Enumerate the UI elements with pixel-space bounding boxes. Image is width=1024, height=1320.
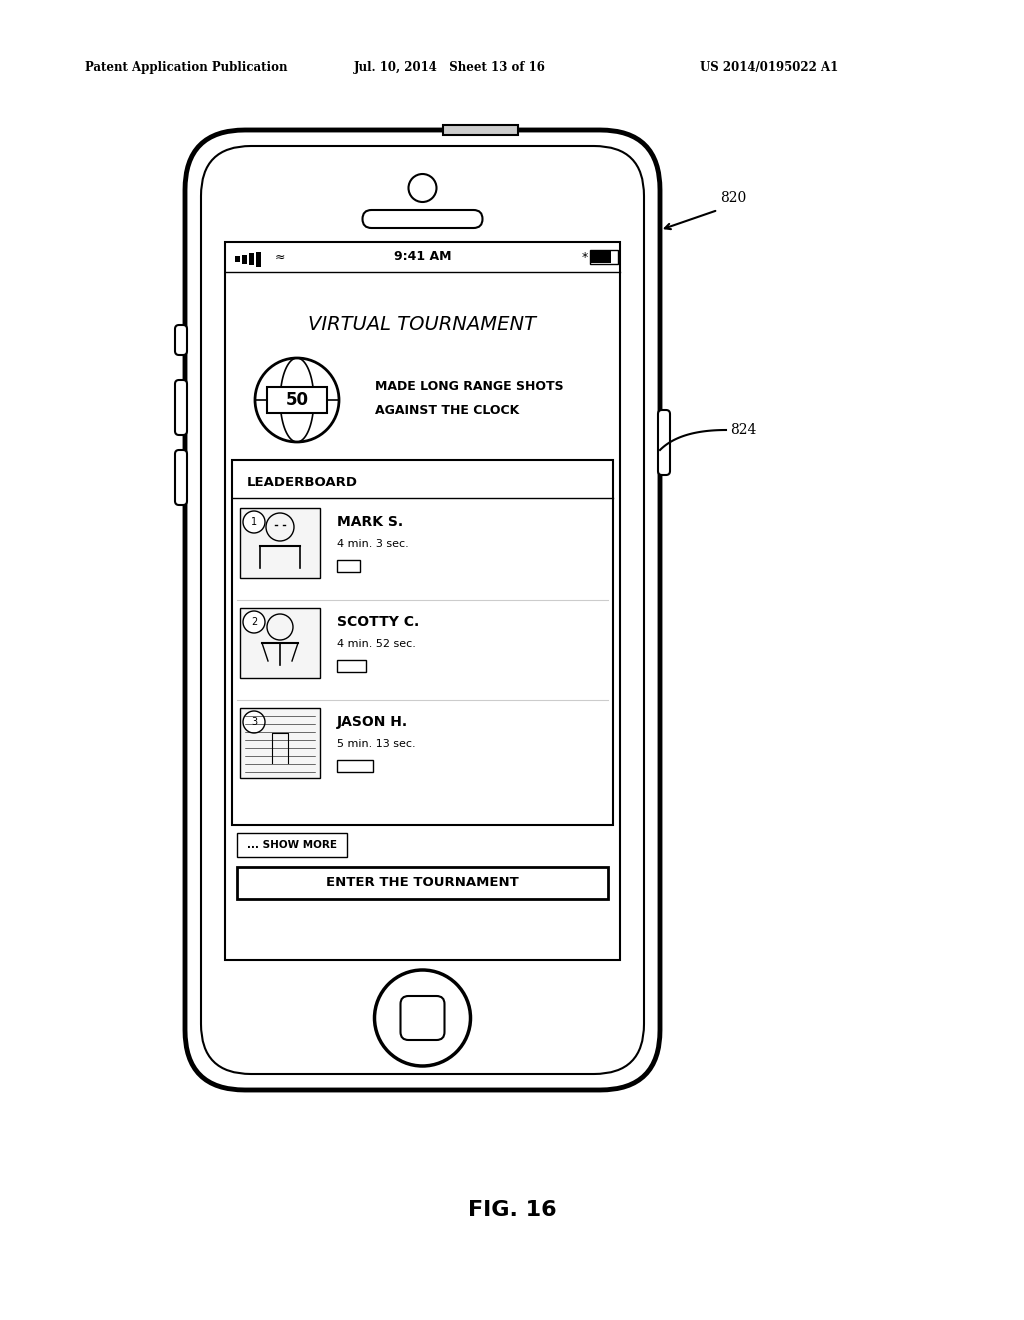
Bar [256,252,261,267]
Text: US 2014/0195022 A1: US 2014/0195022 A1 [700,62,839,74]
Text: *: * [582,251,588,264]
Text: Jul. 10, 2014   Sheet 13 of 16: Jul. 10, 2014 Sheet 13 of 16 [354,62,546,74]
Bar [267,387,327,413]
Text: 1: 1 [251,517,257,527]
Text: MARK S.: MARK S. [337,515,403,529]
Text: ... SHOW MORE: ... SHOW MORE [247,840,337,850]
Text: 9:41 AM: 9:41 AM [394,251,452,264]
Bar [337,560,359,572]
FancyBboxPatch shape [658,411,670,475]
Bar [337,660,366,672]
Text: ENTER THE TOURNAMENT: ENTER THE TOURNAMENT [326,876,519,890]
Bar [240,508,319,578]
Text: 4 min. 3 sec.: 4 min. 3 sec. [337,539,409,549]
Text: Patent Application Publication: Patent Application Publication [85,62,288,74]
Text: 820: 820 [720,191,746,205]
FancyBboxPatch shape [201,147,644,1074]
Bar [225,242,620,960]
Text: AGAINST THE CLOCK: AGAINST THE CLOCK [375,404,519,417]
Circle shape [409,174,436,202]
Bar [249,253,254,265]
Text: ≈: ≈ [274,251,286,264]
Bar [240,609,319,678]
Text: LEADERBOARD: LEADERBOARD [247,475,358,488]
Circle shape [375,970,470,1067]
Bar [237,833,347,857]
Text: 4 min. 52 sec.: 4 min. 52 sec. [337,639,416,649]
FancyBboxPatch shape [362,210,482,228]
Circle shape [243,611,265,634]
FancyBboxPatch shape [175,380,187,436]
Circle shape [266,513,294,541]
Circle shape [267,614,293,640]
Circle shape [255,358,339,442]
FancyBboxPatch shape [175,450,187,506]
Text: 3: 3 [251,717,257,727]
Bar [242,255,247,264]
Text: MADE LONG RANGE SHOTS: MADE LONG RANGE SHOTS [375,380,563,392]
Text: FIG. 16: FIG. 16 [468,1200,556,1220]
Bar [618,253,621,261]
Bar [240,708,319,777]
Circle shape [243,511,265,533]
Text: SCOTTY C.: SCOTTY C. [337,615,419,630]
Text: VIRTUAL TOURNAMENT: VIRTUAL TOURNAMENT [308,315,537,334]
Text: 2: 2 [251,616,257,627]
Bar [234,256,240,261]
Text: 50: 50 [286,391,308,409]
Bar [232,459,613,825]
Text: 5 min. 13 sec.: 5 min. 13 sec. [337,739,416,748]
Bar [590,249,618,264]
Circle shape [243,711,265,733]
Bar [237,867,608,899]
Text: 824: 824 [730,422,757,437]
Bar [337,760,373,772]
FancyBboxPatch shape [185,129,660,1090]
FancyBboxPatch shape [175,325,187,355]
FancyBboxPatch shape [400,997,444,1040]
Bar [442,125,517,135]
Text: JASON H.: JASON H. [337,715,409,729]
Bar [591,251,611,263]
